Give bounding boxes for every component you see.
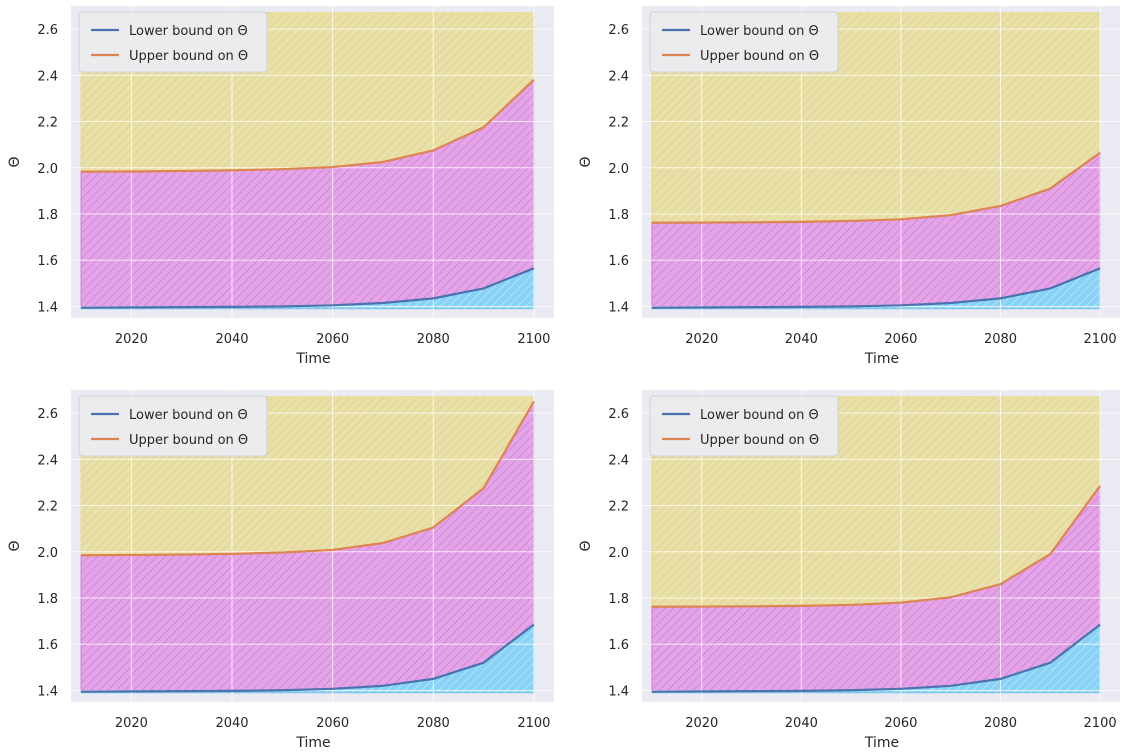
y-tick-label: 2.0 [608,162,629,177]
lower-bound-line [81,623,535,693]
x-tick-label: 2020 [115,716,148,731]
lower-bound-line [651,623,1101,693]
y-tick-label: 1.6 [37,254,58,269]
y-tick-label: 1.4 [37,300,58,315]
y-tick-label: 2.0 [608,546,629,561]
chart-panel-4: 1.4 1.6 1.8 2.0 2.2 2.4 2.6 2020 2040 2060 2080 210… [578,390,1120,751]
x-tick-label: 2060 [884,716,917,731]
x-tick-label: 2100 [517,716,550,731]
y-tick-label: 2.6 [37,407,58,422]
x-tick-label: 2060 [316,716,349,731]
x-axis-label: Time [295,351,330,367]
x-axis-label: Time [864,735,899,751]
lower-bound-line [81,267,535,309]
y-tick-label: 2.4 [37,69,58,84]
y-tick-label: 1.4 [608,300,629,315]
chart-panel-1: 1.4 1.6 1.8 2.0 2.2 2.4 2.6 2020 2040 2060 2080 210… [7,6,554,367]
x-axis-label: Time [295,735,330,751]
upper-bound-line [651,151,1101,224]
x-tick-label: 2040 [215,716,248,731]
y-tick-label: 2.2 [37,500,58,515]
legend-box [649,395,839,457]
y-tick-label: 1.4 [608,684,629,699]
upper-bound-line [81,401,535,557]
legend-label-upper: Upper bound on Θ [129,49,248,64]
legend-box [78,395,268,457]
x-tick-label: 2020 [685,332,718,347]
chart-panel-2: 1.4 1.6 1.8 2.0 2.2 2.4 2.6 2020 2040 2060 2080 210… [578,6,1120,367]
y-tick-label: 2.6 [608,407,629,422]
x-tick-label: 2020 [115,332,148,347]
y-tick-label: 1.6 [608,254,629,269]
upper-bound-line [651,485,1101,608]
legend: Lower bound on Θ Upper bound on Θ [78,395,268,457]
legend-label-lower: Lower bound on Θ [700,408,819,423]
y-axis-label: Θ [578,540,594,551]
y-tick-label: 2.2 [608,116,629,131]
x-tick-label: 2100 [517,332,550,347]
x-tick-label: 2040 [785,716,818,731]
legend-box [649,11,839,73]
x-tick-label: 2060 [316,332,349,347]
x-tick-label: 2020 [685,716,718,731]
y-tick-label: 1.8 [37,208,58,223]
x-tick-label: 2100 [1084,716,1117,731]
x-axis-label: Time [864,351,899,367]
legend-label-upper: Upper bound on Θ [700,49,819,64]
legend-label-upper: Upper bound on Θ [129,433,248,448]
y-tick-label: 2.6 [37,23,58,38]
y-axis-label: Θ [7,540,23,551]
x-tick-label: 2040 [785,332,818,347]
upper-bound-line [81,79,535,173]
y-tick-label: 1.6 [37,638,58,653]
y-tick-label: 2.2 [608,500,629,515]
x-tick-label: 2100 [1084,332,1117,347]
legend-label-upper: Upper bound on Θ [700,433,819,448]
x-tick-label: 2080 [417,332,450,347]
legend: Lower bound on Θ Upper bound on Θ [78,11,268,73]
legend: Lower bound on Θ Upper bound on Θ [649,11,839,73]
y-tick-label: 2.2 [37,116,58,131]
x-tick-label: 2040 [215,332,248,347]
chart-panel-3: 1.4 1.6 1.8 2.0 2.2 2.4 2.6 2020 2040 2060 2080 210… [7,390,554,751]
y-tick-label: 2.4 [608,453,629,468]
y-tick-label: 2.0 [37,162,58,177]
lower-bound-line [651,267,1101,309]
legend-box [78,11,268,73]
legend: Lower bound on Θ Upper bound on Θ [649,395,839,457]
x-tick-label: 2080 [984,716,1017,731]
y-tick-label: 2.6 [608,23,629,38]
y-tick-label: 2.4 [608,69,629,84]
y-axis-label: Θ [578,156,594,167]
legend-label-lower: Lower bound on Θ [129,24,248,39]
y-tick-label: 1.8 [37,592,58,607]
legend-label-lower: Lower bound on Θ [129,408,248,423]
y-tick-label: 2.4 [37,453,58,468]
legend-label-lower: Lower bound on Θ [700,24,819,39]
y-tick-label: 1.8 [608,208,629,223]
x-tick-label: 2060 [884,332,917,347]
y-tick-label: 1.8 [608,592,629,607]
y-tick-label: 1.4 [37,684,58,699]
y-tick-label: 1.6 [608,638,629,653]
x-tick-label: 2080 [417,716,450,731]
y-tick-label: 2.0 [37,546,58,561]
x-tick-label: 2080 [984,332,1017,347]
y-axis-label: Θ [7,156,23,167]
